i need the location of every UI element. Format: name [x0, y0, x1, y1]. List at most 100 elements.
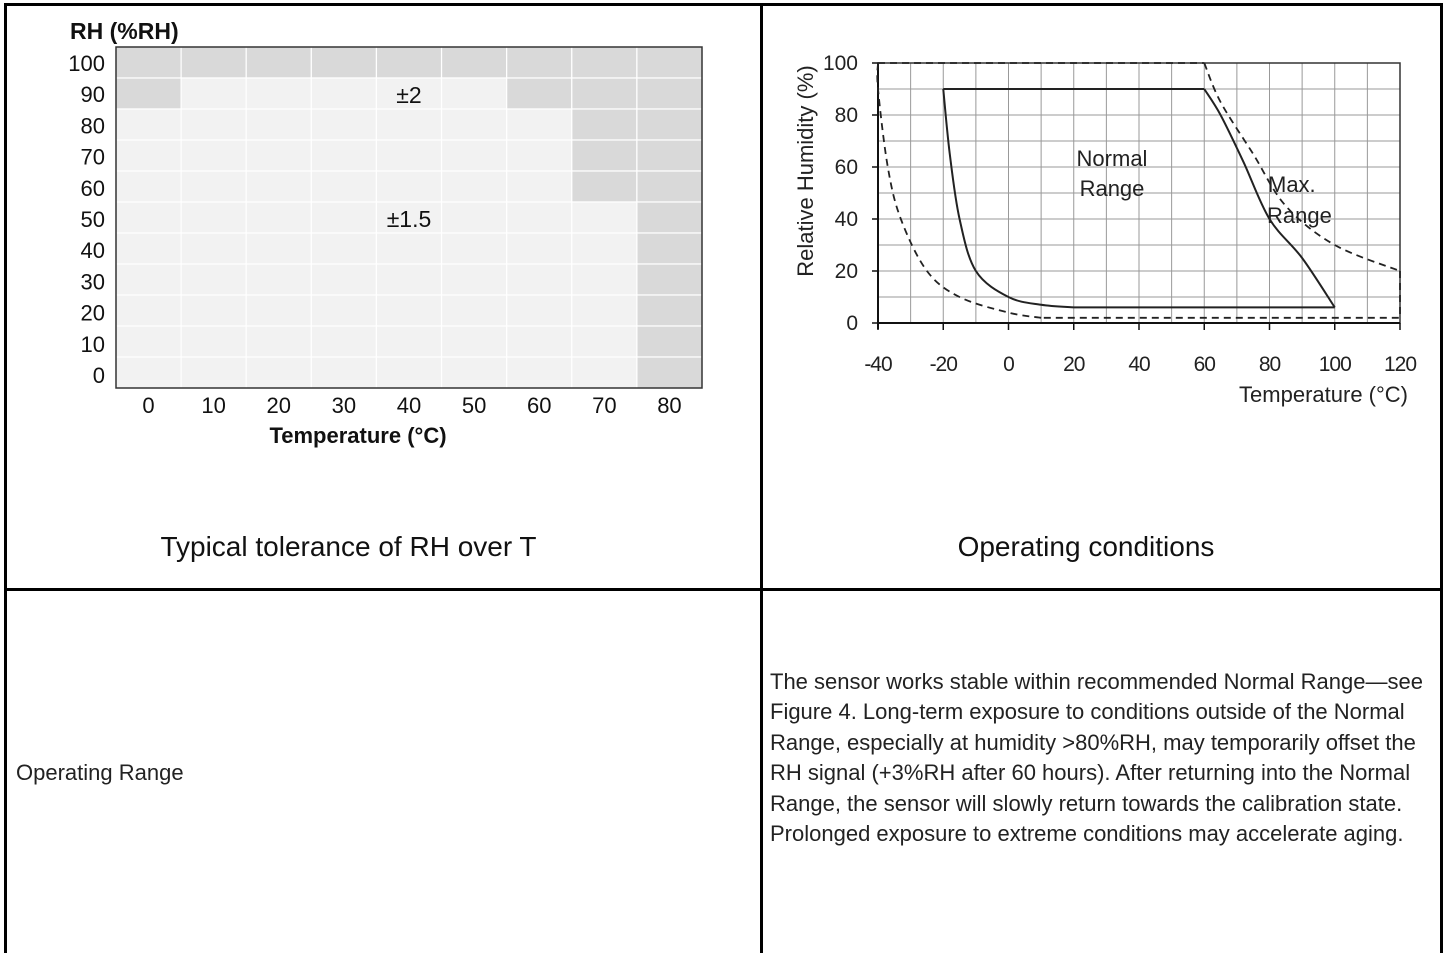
tolerance-cell: [115, 232, 182, 265]
tolerance-cell: [115, 201, 182, 234]
tolerance-cell: [180, 108, 247, 141]
tolerance-cell: [571, 46, 638, 79]
tolerance-cell: [115, 139, 182, 172]
normal-range-label-line2: Range: [1080, 176, 1145, 201]
tolerance-cell: [506, 201, 573, 234]
operating-x-tick-label: 100: [1319, 353, 1351, 376]
tolerance-cell: [440, 325, 508, 358]
tolerance-y-tick-label: 60: [81, 176, 105, 201]
tolerance-cell: [571, 108, 638, 141]
operating-x-axis-title: Temperature (°C): [1239, 382, 1408, 407]
tolerance-cell: [636, 263, 703, 296]
tolerance-cell: [180, 356, 247, 389]
tolerance-cell: [180, 263, 247, 296]
tolerance-cell: [310, 108, 378, 141]
tolerance-plot-frame: [115, 46, 703, 389]
operating-x-tick-label: -40: [864, 353, 892, 376]
max-range-label-line1: Max.: [1268, 172, 1316, 197]
tolerance-cell: [310, 232, 378, 265]
tolerance-y-tick-label: 10: [81, 332, 105, 357]
tolerance-cell: [375, 232, 443, 265]
tolerance-zone-label-high: ±2: [396, 82, 421, 108]
tolerance-cell: [506, 108, 573, 141]
operating-x-tick-label: 60: [1194, 353, 1216, 376]
tolerance-cell: [636, 356, 703, 389]
operating-y-tick-label: 60: [835, 156, 858, 179]
tolerance-cell: [506, 294, 573, 327]
tolerance-cell: [245, 46, 312, 79]
tolerance-cell: [636, 170, 703, 203]
tolerance-y-axis-title: RH (%RH): [70, 18, 179, 44]
tolerance-cell: [310, 139, 378, 172]
tolerance-cell: [375, 356, 443, 389]
tolerance-cell: [440, 170, 508, 203]
tolerance-x-tick-label: 80: [657, 393, 681, 418]
tolerance-cell: [440, 139, 508, 172]
tolerance-y-tick-label: 100: [68, 51, 105, 76]
operating-y-axis-title: Relative Humidity (%): [793, 65, 818, 277]
tolerance-cell: [310, 325, 378, 358]
tolerance-cell: [115, 263, 182, 296]
tolerance-cell: [115, 46, 182, 79]
tolerance-cell: [245, 356, 312, 389]
tolerance-cell: [245, 108, 312, 141]
normal-range-label-line1: Normal: [1077, 146, 1148, 171]
tolerance-y-tick-label: 50: [81, 207, 105, 232]
tolerance-cell: [375, 294, 443, 327]
tolerance-cell: [245, 294, 312, 327]
tolerance-cell: [440, 108, 508, 141]
tolerance-x-tick-label: 60: [527, 393, 551, 418]
tolerance-cell: [245, 263, 312, 296]
tolerance-x-tick-label: 30: [332, 393, 356, 418]
operating-x-tick-label: 20: [1063, 353, 1085, 376]
tolerance-cell: [506, 46, 573, 79]
tolerance-zone-label-low: ±1.5: [387, 206, 432, 232]
tolerance-cell: [571, 263, 638, 296]
tolerance-cell: [180, 170, 247, 203]
tolerance-cell: [636, 139, 703, 172]
tolerance-cell: [310, 77, 378, 110]
tolerance-cell: [180, 77, 247, 110]
table-border-left: [4, 3, 7, 953]
tolerance-cell: [375, 108, 443, 141]
operating-range-row-label: Operating Range: [16, 760, 184, 785]
tolerance-cell: [571, 201, 638, 234]
tolerance-y-tick-label: 30: [81, 269, 105, 294]
tolerance-cell: [636, 232, 703, 265]
tolerance-cell: [506, 232, 573, 265]
tolerance-cell: [506, 356, 573, 389]
tolerance-cell: [115, 108, 182, 141]
table-border-top: [4, 3, 1443, 6]
tolerance-y-tick-label: 80: [81, 113, 105, 138]
tolerance-cell: [440, 294, 508, 327]
tolerance-cell: [636, 201, 703, 234]
tolerance-cell: [245, 201, 312, 234]
tolerance-cell: [571, 77, 638, 110]
tolerance-y-tick-label: 90: [81, 82, 105, 107]
tolerance-cell: [375, 201, 443, 234]
tolerance-cell: [375, 325, 443, 358]
tolerance-cell: [245, 77, 312, 110]
normal-range-curve: [942, 88, 1336, 309]
operating-x-tick-label: 40: [1128, 353, 1150, 376]
operating-x-tick-label: -20: [930, 353, 958, 376]
tolerance-cell: [571, 294, 638, 327]
tolerance-cell: [636, 294, 703, 327]
operating-y-tick-label: 0: [846, 312, 858, 335]
tolerance-cell: [310, 356, 378, 389]
tolerance-cell: [310, 201, 378, 234]
tolerance-cell: [245, 232, 312, 265]
tolerance-cell: [310, 170, 378, 203]
tolerance-cell: [440, 46, 508, 79]
tolerance-cell: [115, 294, 182, 327]
tolerance-x-tick-label: 20: [267, 393, 291, 418]
tolerance-y-tick-label: 40: [81, 238, 105, 263]
tolerance-cell: [310, 294, 378, 327]
tolerance-x-tick-label: 50: [462, 393, 486, 418]
tolerance-cell: [375, 170, 443, 203]
tolerance-cell: [440, 232, 508, 265]
max-range-curve: [876, 62, 1401, 319]
tolerance-cell: [180, 201, 247, 234]
